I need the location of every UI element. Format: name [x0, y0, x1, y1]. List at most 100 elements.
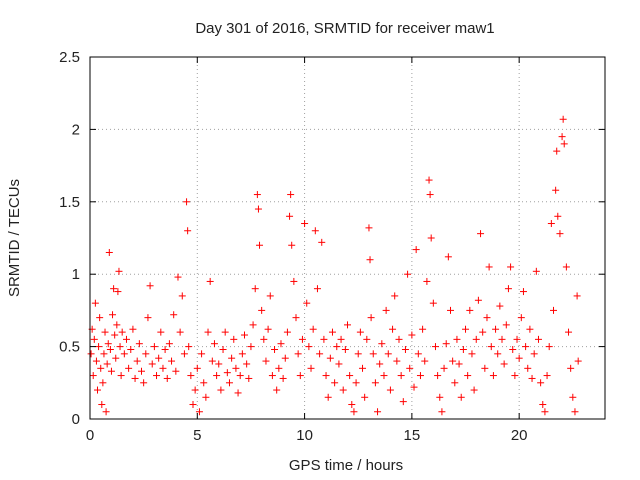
data-point	[545, 343, 553, 351]
data-point	[573, 292, 581, 300]
data-point	[558, 133, 566, 141]
x-tick-label: 20	[511, 427, 528, 444]
data-point	[552, 186, 560, 194]
data-point	[553, 147, 561, 155]
data-point	[337, 335, 345, 343]
data-point	[150, 343, 158, 351]
data-point	[153, 372, 161, 380]
data-point	[102, 408, 110, 416]
data-point	[170, 311, 178, 319]
data-point	[565, 328, 573, 336]
data-point	[391, 292, 399, 300]
data-point	[339, 386, 347, 394]
axis-ticks: 0 0.5 1 1.5 2 2.5 0 5 10 15 20	[59, 49, 605, 444]
data-point	[165, 340, 173, 348]
data-point	[559, 115, 567, 123]
data-point	[116, 343, 124, 351]
data-point	[187, 372, 195, 380]
data-point	[504, 285, 512, 293]
data-point	[232, 364, 240, 372]
data-point	[292, 314, 300, 322]
data-point	[100, 350, 108, 358]
data-point	[509, 345, 517, 353]
data-points	[87, 115, 582, 416]
data-point	[356, 328, 364, 336]
data-point	[117, 372, 125, 380]
data-point	[290, 277, 298, 285]
data-point	[427, 234, 435, 242]
data-point	[562, 263, 570, 271]
data-point	[94, 386, 102, 394]
data-point	[404, 270, 412, 278]
data-point	[569, 393, 577, 401]
data-point	[118, 328, 126, 336]
data-point	[301, 220, 309, 228]
data-point	[328, 328, 336, 336]
data-point	[230, 335, 238, 343]
data-point	[457, 393, 465, 401]
data-point	[462, 325, 470, 333]
data-point	[215, 360, 223, 368]
data-point	[318, 238, 326, 246]
data-point	[221, 328, 229, 336]
data-point	[517, 314, 525, 322]
data-point	[305, 343, 313, 351]
data-point	[365, 224, 373, 232]
data-point	[213, 372, 221, 380]
data-point	[408, 331, 416, 339]
data-point	[125, 364, 133, 372]
data-point	[412, 246, 420, 254]
grid	[90, 57, 605, 419]
data-point	[249, 321, 257, 329]
data-point	[395, 335, 403, 343]
data-point	[95, 343, 103, 351]
data-point	[260, 335, 268, 343]
data-point	[574, 357, 582, 365]
y-tick-label: 2.5	[59, 49, 80, 66]
data-point	[554, 212, 562, 220]
data-point	[268, 372, 276, 380]
chart-title: Day 301 of 2016, SRMTID for receiver maw…	[195, 20, 494, 37]
data-point	[99, 379, 107, 387]
data-point	[316, 350, 324, 358]
data-point	[142, 350, 150, 358]
data-point	[386, 386, 394, 394]
data-point	[479, 328, 487, 336]
data-point	[410, 383, 418, 391]
data-point	[449, 357, 457, 365]
data-point	[474, 296, 482, 304]
data-point	[426, 191, 434, 199]
data-point	[191, 386, 199, 394]
data-point	[120, 350, 128, 358]
data-point	[275, 364, 283, 372]
data-point	[296, 372, 304, 380]
data-point	[485, 263, 493, 271]
data-point	[98, 401, 106, 409]
data-point	[140, 379, 148, 387]
data-point	[127, 345, 135, 353]
data-point	[352, 379, 360, 387]
data-point	[241, 331, 248, 339]
data-point	[112, 354, 120, 362]
data-point	[374, 408, 382, 416]
data-point	[103, 360, 111, 368]
data-point	[547, 220, 555, 228]
data-point	[470, 386, 478, 394]
data-point	[245, 374, 253, 382]
data-point	[309, 325, 317, 333]
data-point	[513, 335, 521, 343]
data-point	[113, 321, 121, 329]
data-point	[500, 360, 508, 368]
data-point	[350, 408, 358, 416]
data-point	[264, 325, 272, 333]
data-point	[333, 343, 341, 351]
data-point	[254, 205, 262, 213]
data-point	[419, 325, 427, 333]
data-point	[571, 408, 579, 416]
data-point	[550, 306, 557, 314]
data-point	[494, 350, 502, 358]
data-point	[174, 273, 182, 281]
data-point	[406, 364, 414, 372]
data-point	[354, 350, 362, 358]
